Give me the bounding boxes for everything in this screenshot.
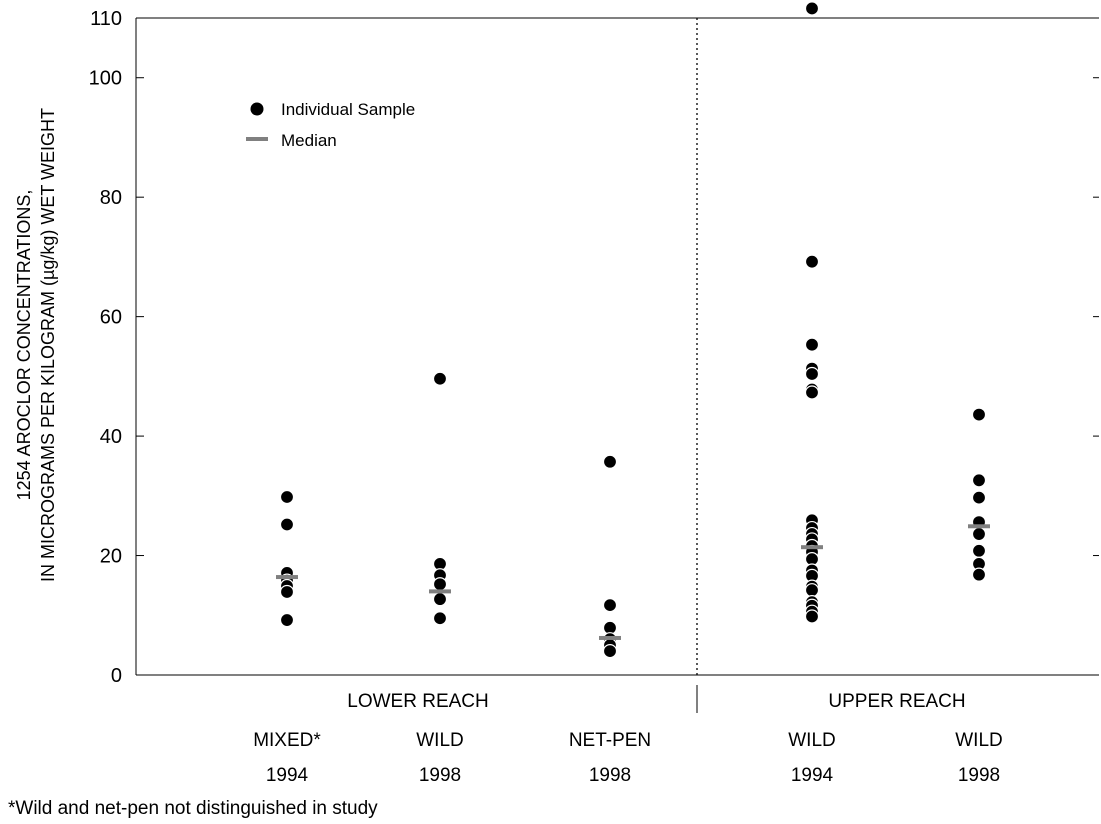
group-year-label: 1994 [791, 765, 834, 786]
sample-point [804, 1, 820, 16]
sample-point [432, 371, 448, 386]
group-year-label: 1998 [958, 765, 1000, 786]
sample-point [804, 366, 820, 382]
median-marker [801, 545, 823, 550]
sample-point [804, 337, 820, 352]
sample-point [279, 612, 295, 628]
group-name-label: WILD [955, 730, 1003, 751]
legend: Individual Sample Median [246, 100, 415, 150]
median-marker [429, 589, 451, 594]
sample-point [432, 577, 448, 592]
legend-sample-marker [250, 102, 264, 116]
data-points [279, 1, 987, 659]
sample-point [279, 517, 295, 532]
sample-point [279, 584, 295, 600]
group-year-label: 1994 [266, 765, 309, 786]
sample-point [971, 526, 987, 542]
y-axis-ticks: 0 20 40 60 80 100 110 [89, 8, 1099, 687]
sample-point [279, 489, 295, 505]
y-tick-label: 20 [100, 546, 122, 568]
median-marker [968, 524, 990, 529]
median-marker [276, 575, 298, 580]
sample-point [602, 454, 618, 469]
median-marker [599, 635, 621, 640]
axes [135, 17, 1099, 713]
sample-point [971, 407, 987, 422]
sample-point [432, 592, 448, 607]
reach-label-upper: UPPER REACH [828, 691, 965, 712]
sample-point [971, 543, 987, 558]
y-axis-title-line2: IN MICROGRAMS PER KILOGRAM (µg/kg) WET W… [38, 108, 58, 582]
group-name-label: WILD [788, 730, 836, 751]
sample-point [971, 473, 987, 488]
sample-point [602, 598, 618, 613]
group-year-label: 1998 [589, 765, 631, 786]
median-markers [276, 524, 990, 640]
sample-point [971, 490, 987, 505]
y-tick-label: 110 [90, 8, 122, 30]
legend-median-label: Median [281, 131, 337, 150]
sample-point [804, 385, 820, 400]
footnote: *Wild and net-pen not distinguished in s… [8, 798, 378, 819]
sample-point [804, 254, 820, 269]
y-tick-label: 100 [89, 68, 122, 90]
sample-point [971, 567, 987, 582]
sample-point [602, 644, 618, 659]
reach-label-lower: LOWER REACH [347, 691, 488, 712]
group-name-label: WILD [416, 730, 464, 751]
y-tick-label: 80 [100, 187, 122, 209]
sample-point [804, 609, 820, 624]
group-name-label: MIXED* [253, 730, 321, 751]
group-year-label: 1998 [419, 765, 461, 786]
legend-sample-label: Individual Sample [281, 100, 415, 119]
legend-median-marker [246, 137, 268, 141]
y-tick-label: 40 [100, 426, 122, 448]
y-axis-title-line1: 1254 AROCLOR CONCENTRATIONS, [14, 190, 34, 501]
group-labels: MIXED* 1994 WILD 1998 NET-PEN 1998 WILD 1994 WIL… [253, 730, 1003, 786]
y-tick-label: 0 [111, 665, 122, 687]
sample-point [804, 583, 820, 598]
sample-point [432, 611, 448, 626]
group-name-label: NET-PEN [569, 730, 651, 751]
y-tick-label: 60 [100, 307, 122, 329]
